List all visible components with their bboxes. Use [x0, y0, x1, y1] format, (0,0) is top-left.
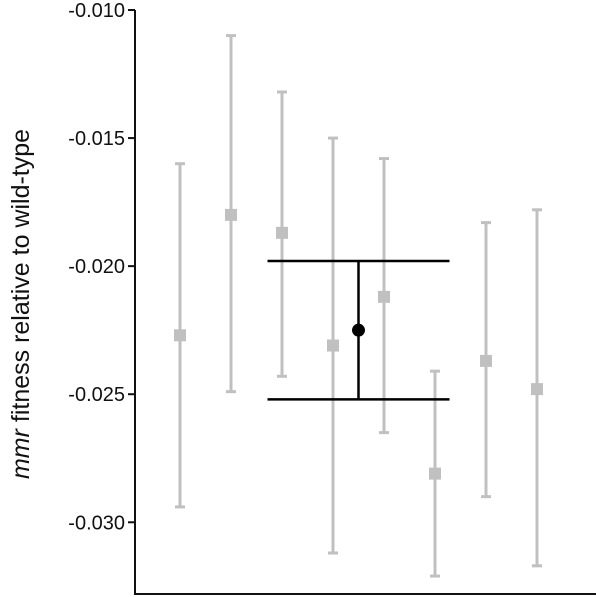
y-axis-label: mmr fitness relative to wild-type [7, 129, 35, 479]
plot-area [174, 34, 543, 578]
data-point [327, 339, 339, 352]
y-tick-label: -0.020 [68, 256, 125, 278]
data-point [225, 208, 237, 221]
y-axis-label-rest: fitness relative to wild-type [7, 129, 35, 429]
y-axis-ticks: -0.010 -0.015 -0.020 -0.025 -0.030 [68, 0, 135, 534]
y-tick-label: -0.025 [68, 384, 125, 406]
y-tick-label: -0.010 [68, 0, 125, 22]
y-tick-label: -0.015 [68, 128, 125, 150]
summary-point [352, 323, 365, 337]
y-axis-label-italic: mmr [7, 427, 35, 479]
y-tick-label: -0.030 [68, 512, 125, 534]
data-point [378, 290, 390, 303]
data-point [480, 354, 492, 367]
data-point [429, 467, 441, 480]
data-point [531, 383, 543, 396]
data-point [174, 329, 186, 342]
data-point [276, 226, 288, 239]
